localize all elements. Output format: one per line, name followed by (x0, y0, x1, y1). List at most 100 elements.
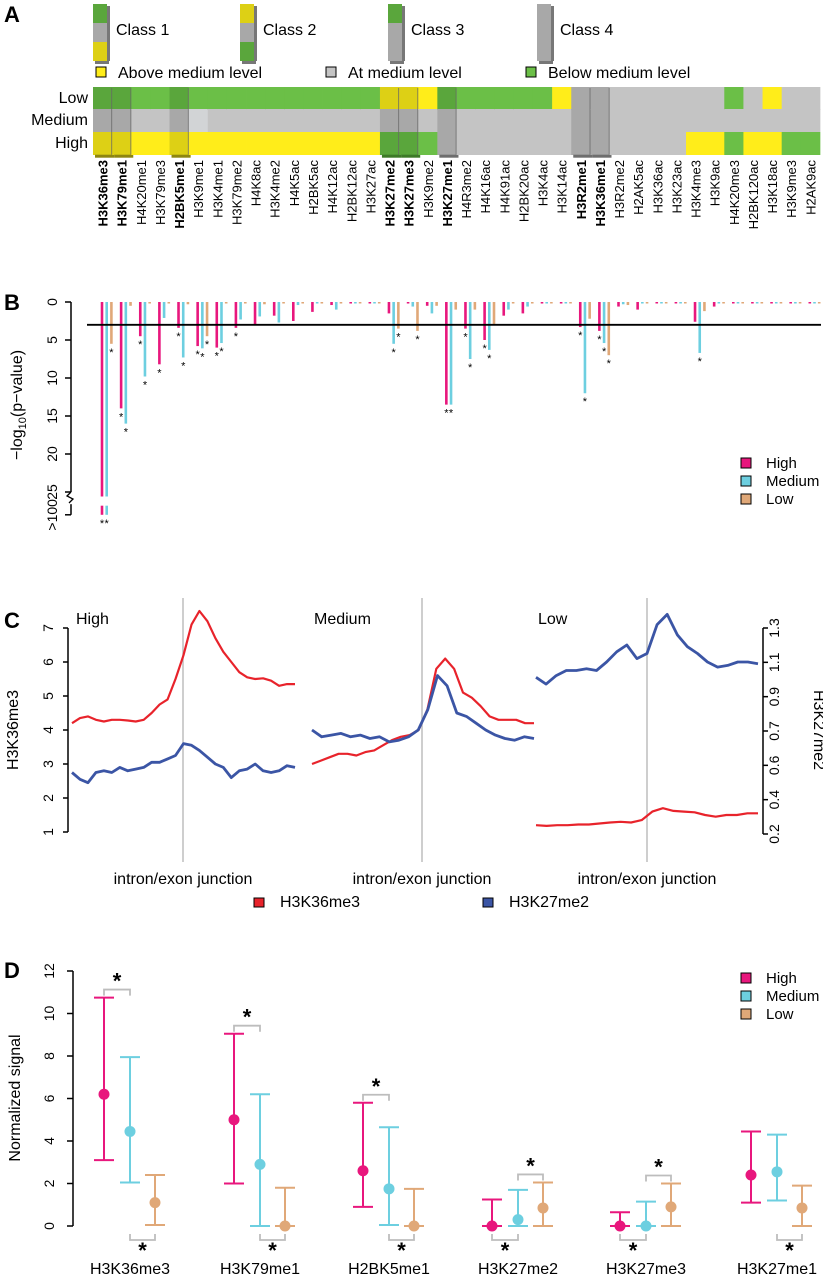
median-point-low (149, 1197, 161, 1209)
legend-label: Medium (766, 988, 819, 1005)
significance-star: * (654, 1155, 663, 1180)
panel-letter-c: C (4, 608, 20, 633)
heatmap-column-label: H3R2me1 (574, 160, 589, 219)
heatmap-cell (399, 109, 419, 132)
panel-letter-b: B (4, 290, 20, 315)
heatmap-column-label: H4K20me3 (727, 160, 742, 225)
class-legend-cell (93, 42, 107, 61)
legend-swatch (740, 457, 752, 469)
y-tick-label-right: 0.7 (766, 721, 782, 741)
heatmap-column-label: H3K9me3 (784, 160, 799, 218)
class-legend-label: Class 4 (560, 22, 613, 39)
heatmap-cell (341, 87, 362, 110)
heatmap-cell (494, 87, 515, 110)
heatmap-cell (303, 132, 323, 155)
y-tick-label-right: 0.9 (766, 687, 782, 707)
heatmap-cell (724, 87, 744, 110)
significance-star: * (157, 367, 162, 379)
heatmap-cell (590, 132, 610, 155)
legend-label: H3K27me2 (509, 894, 589, 911)
significance-bracket (129, 1234, 156, 1241)
median-point-medium (254, 1158, 266, 1170)
significance-star: * (583, 396, 588, 408)
heatmap-cell (284, 87, 304, 110)
heatmap-cell-shadow (95, 154, 115, 158)
class-legend-shadow (254, 6, 257, 61)
subpanel-title: Low (538, 611, 568, 628)
heatmap-cell (762, 132, 783, 155)
y-tick-label: 2 (41, 1179, 57, 1187)
significance-star: * (143, 379, 148, 391)
panel-a-heatmap: Class 1 Class 2 Class 3 Class 4 Above medium… (31, 4, 821, 229)
heatmap-cell (169, 132, 190, 155)
heatmap-cell (379, 132, 400, 155)
class-legend-shadow (539, 61, 553, 64)
y-tick-label: 10 (41, 1006, 57, 1022)
y-tick-label-right: 1.1 (766, 652, 782, 672)
heatmap-cell (341, 132, 362, 155)
series-line-h3k36me3-low (535, 807, 758, 828)
y-tick-label-left: 4 (40, 726, 56, 734)
heatmap-cell (112, 87, 132, 110)
heatmap-column-label: H3K79me3 (153, 160, 168, 225)
significance-star: * (578, 330, 583, 342)
legend-label: H3K36me3 (280, 894, 360, 911)
series-line-h3k27me2-medium (311, 674, 535, 744)
class-legend-cell (93, 4, 107, 23)
heatmap-cell-shadow (381, 154, 402, 158)
heatmap-column-label: H3K9me2 (421, 160, 436, 218)
heatmap-column-label: H2AK5ac (631, 160, 646, 215)
heatmap-cell (399, 87, 419, 110)
y-tick-label: 12 (41, 963, 57, 979)
median-point-high (357, 1165, 369, 1177)
median-point-medium (383, 1183, 395, 1195)
significance-star: * (602, 346, 607, 358)
y-tick-label: 4 (41, 1137, 57, 1145)
x-category-label: H2BK5me1 (348, 1261, 430, 1278)
legend-swatch (740, 1008, 752, 1020)
heatmap-column-label: H4R3me2 (459, 160, 474, 219)
series-line-h3k36me3-medium (311, 657, 534, 766)
heatmap-cell (666, 132, 687, 155)
y-tick-label: 25 (44, 484, 60, 500)
heatmap-column-label: H2BK5me1 (172, 160, 187, 229)
level-legend-label: Below medium level (548, 65, 690, 82)
significance-star: * (397, 1238, 406, 1263)
heatmap-cell (379, 87, 400, 110)
heatmap-cell (590, 87, 610, 110)
heatmap-cell (532, 132, 553, 155)
heatmap-row-label: Medium (31, 112, 88, 129)
heatmap-column-label: H3K18ac (765, 160, 780, 214)
significance-bracket (233, 1024, 261, 1032)
significance-star: * (698, 356, 703, 368)
legend-swatch (740, 475, 752, 487)
significance-bracket (619, 1234, 647, 1241)
significance-star: * (176, 331, 181, 343)
heatmap-cell (552, 109, 572, 132)
heatmap-cell (93, 132, 113, 155)
class-legend-label: Class 3 (411, 22, 464, 39)
significance-bracket (259, 1234, 286, 1241)
y-tick-label: 10 (44, 370, 60, 386)
class-legend-shadow (402, 6, 405, 61)
significance-star: * (243, 1005, 252, 1030)
y-axis-label-right: H3K27me2 (810, 690, 823, 770)
heatmap-column-label: H4K8ac (249, 160, 264, 207)
legend-swatch (740, 972, 752, 984)
heatmap-cell (322, 109, 343, 132)
heatmap-cell (571, 87, 591, 110)
series-line-h3k27me2-low (535, 613, 759, 686)
median-point-low (279, 1220, 291, 1232)
heatmap-column-label: H2BK20ac (516, 160, 531, 223)
y-tick-label-left: 1 (40, 828, 56, 836)
heatmap-cell-shadow (401, 154, 421, 158)
heatmap-cell (513, 132, 534, 155)
heatmap-cell (552, 87, 572, 110)
median-point-high (486, 1220, 498, 1232)
heatmap-column-label: H2BK5ac (306, 160, 321, 215)
heatmap-cell-shadow (592, 154, 612, 158)
significance-star: * (113, 969, 122, 994)
heatmap-cell (686, 87, 706, 110)
significance-star: * (372, 1074, 381, 1099)
